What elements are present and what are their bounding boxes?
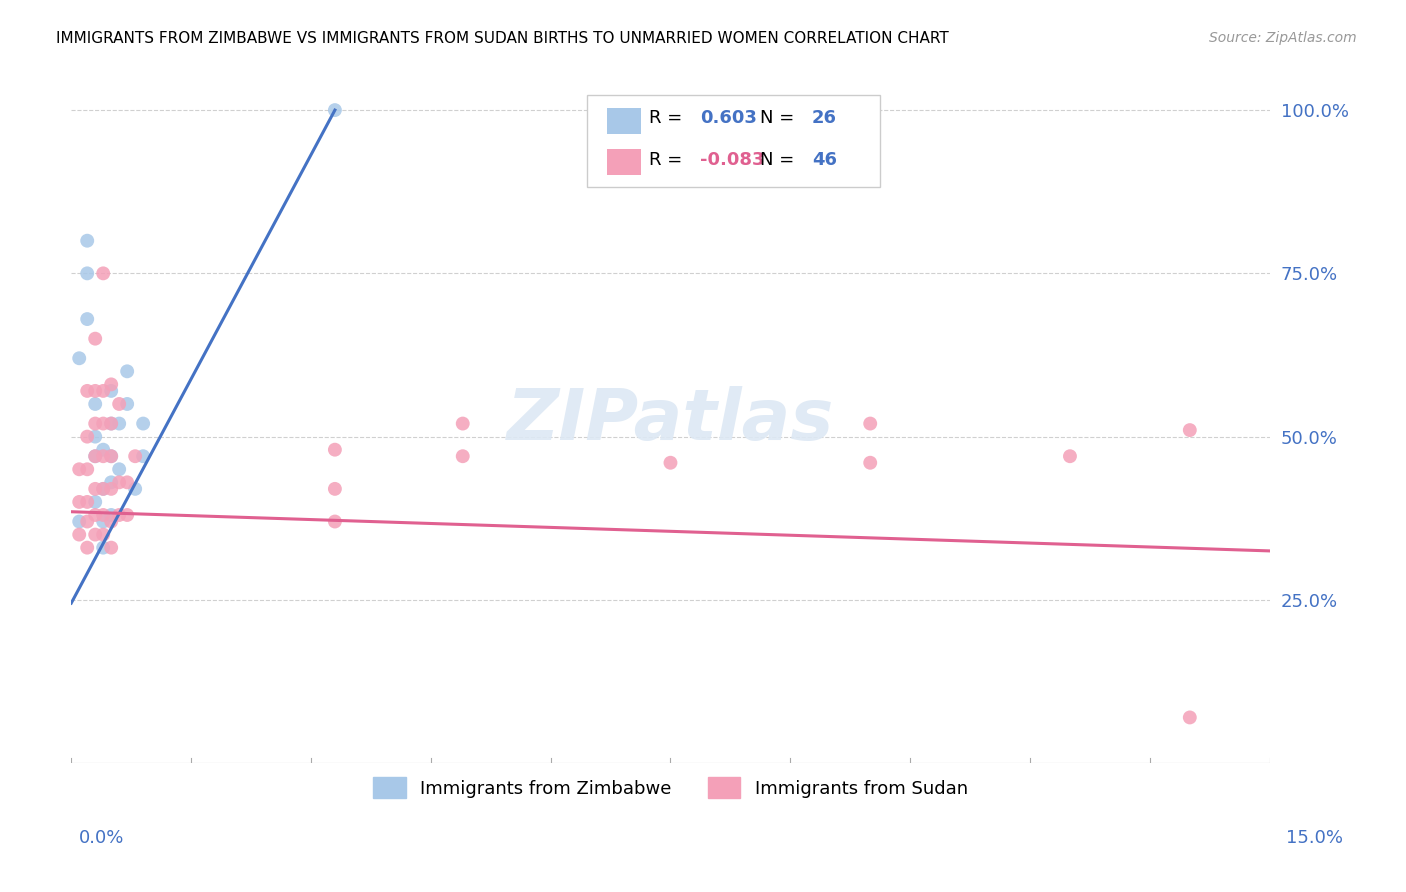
Text: R =: R = — [650, 151, 688, 169]
Point — [108, 462, 131, 476]
Point — [84, 449, 107, 463]
Point — [659, 456, 682, 470]
Point — [91, 482, 114, 496]
Point — [76, 462, 98, 476]
Point — [108, 417, 131, 431]
Point — [1178, 710, 1201, 724]
Text: 0.603: 0.603 — [700, 109, 758, 127]
Text: IMMIGRANTS FROM ZIMBABWE VS IMMIGRANTS FROM SUDAN BIRTHS TO UNMARRIED WOMEN CORR: IMMIGRANTS FROM ZIMBABWE VS IMMIGRANTS F… — [56, 31, 949, 46]
Point — [76, 266, 98, 280]
Point — [84, 417, 107, 431]
Point — [100, 541, 122, 555]
Point — [91, 449, 114, 463]
Point — [67, 527, 90, 541]
Point — [100, 508, 122, 522]
Point — [451, 449, 474, 463]
Point — [84, 384, 107, 398]
Text: 46: 46 — [811, 151, 837, 169]
Point — [108, 475, 131, 490]
Point — [100, 417, 122, 431]
Point — [76, 384, 98, 398]
Point — [115, 508, 138, 522]
Point — [84, 482, 107, 496]
Point — [100, 417, 122, 431]
Point — [91, 508, 114, 522]
Point — [859, 456, 882, 470]
Point — [84, 332, 107, 346]
Point — [100, 384, 122, 398]
Text: N =: N = — [761, 109, 800, 127]
Point — [100, 515, 122, 529]
Point — [91, 442, 114, 457]
Text: ZIPatlas: ZIPatlas — [506, 386, 834, 455]
Point — [91, 266, 114, 280]
Point — [323, 103, 346, 117]
Point — [323, 482, 346, 496]
Point — [132, 449, 155, 463]
Point — [1059, 449, 1081, 463]
Point — [91, 527, 114, 541]
Point — [451, 417, 474, 431]
Point — [100, 449, 122, 463]
Point — [124, 449, 146, 463]
Point — [76, 312, 98, 326]
Point — [67, 351, 90, 366]
Bar — [607, 149, 641, 175]
Point — [91, 384, 114, 398]
Point — [115, 364, 138, 378]
Point — [84, 495, 107, 509]
Point — [100, 449, 122, 463]
Point — [76, 234, 98, 248]
Point — [84, 527, 107, 541]
Point — [1178, 423, 1201, 437]
Point — [67, 462, 90, 476]
Point — [323, 442, 346, 457]
Point — [115, 475, 138, 490]
Point — [100, 482, 122, 496]
Point — [67, 515, 90, 529]
Point — [132, 417, 155, 431]
Point — [76, 429, 98, 443]
Point — [84, 429, 107, 443]
Point — [124, 482, 146, 496]
Point — [859, 417, 882, 431]
Point — [100, 377, 122, 392]
Text: N =: N = — [761, 151, 800, 169]
Point — [84, 397, 107, 411]
Point — [76, 541, 98, 555]
Text: 15.0%: 15.0% — [1286, 829, 1343, 847]
Point — [76, 495, 98, 509]
Text: Source: ZipAtlas.com: Source: ZipAtlas.com — [1209, 31, 1357, 45]
Point — [323, 515, 346, 529]
Point — [67, 495, 90, 509]
Text: R =: R = — [650, 109, 688, 127]
Text: 26: 26 — [811, 109, 837, 127]
Point — [91, 515, 114, 529]
Point — [84, 449, 107, 463]
Point — [108, 508, 131, 522]
Bar — [607, 108, 641, 134]
Point — [91, 541, 114, 555]
Point — [115, 397, 138, 411]
Point — [84, 508, 107, 522]
Text: -0.083: -0.083 — [700, 151, 765, 169]
Text: 0.0%: 0.0% — [79, 829, 124, 847]
Legend: Immigrants from Zimbabwe, Immigrants from Sudan: Immigrants from Zimbabwe, Immigrants fro… — [366, 771, 974, 805]
Point — [91, 482, 114, 496]
FancyBboxPatch shape — [586, 95, 880, 187]
Point — [100, 475, 122, 490]
Point — [108, 397, 131, 411]
Point — [91, 417, 114, 431]
Point — [76, 515, 98, 529]
